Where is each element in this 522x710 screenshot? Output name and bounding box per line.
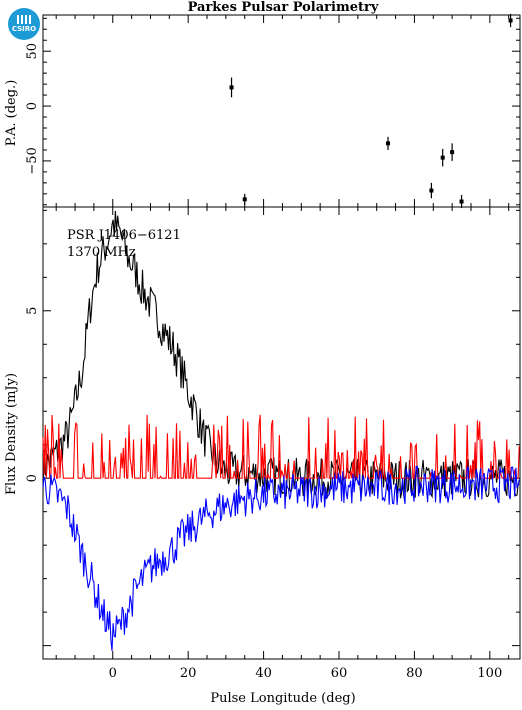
circular-polarization-line xyxy=(42,465,520,651)
flux-axis-label: Flux Density (mJy) xyxy=(4,373,19,495)
psr-name-annotation: PSR J1406−6121 xyxy=(67,228,181,243)
pa-point xyxy=(242,197,247,202)
flux-y-tick-label: 0 xyxy=(25,474,40,482)
pa-axis-label: P.A. (deg.) xyxy=(4,80,19,147)
csiro-logo: CSIRO xyxy=(8,8,40,40)
pa-point xyxy=(450,150,455,155)
x-tick-label: 0 xyxy=(109,666,117,681)
pa-y-tick-label: 50 xyxy=(25,43,40,60)
pa-y-tick-label: 0 xyxy=(25,102,40,110)
pa-y-tick-label: −50 xyxy=(25,147,40,174)
pa-point xyxy=(229,85,234,90)
pa-point xyxy=(508,18,513,23)
longitude-axis-label: Pulse Longitude (deg) xyxy=(210,691,355,706)
x-tick-label: 100 xyxy=(477,666,502,681)
pa-point xyxy=(440,155,445,160)
flux-panel-frame xyxy=(42,206,521,660)
flux-y-tick-label: 5 xyxy=(25,307,40,315)
pa-point xyxy=(429,188,434,193)
x-tick-label: 40 xyxy=(255,666,272,681)
pa-point xyxy=(459,199,464,204)
pa-panel-frame xyxy=(42,14,521,208)
x-tick-label: 80 xyxy=(406,666,423,681)
linear-polarization-line xyxy=(42,414,520,479)
x-tick-label: 20 xyxy=(180,666,197,681)
x-tick-label: 60 xyxy=(331,666,348,681)
chart-title: Parkes Pulsar Polarimetry xyxy=(188,0,379,15)
pa-point xyxy=(386,141,391,146)
